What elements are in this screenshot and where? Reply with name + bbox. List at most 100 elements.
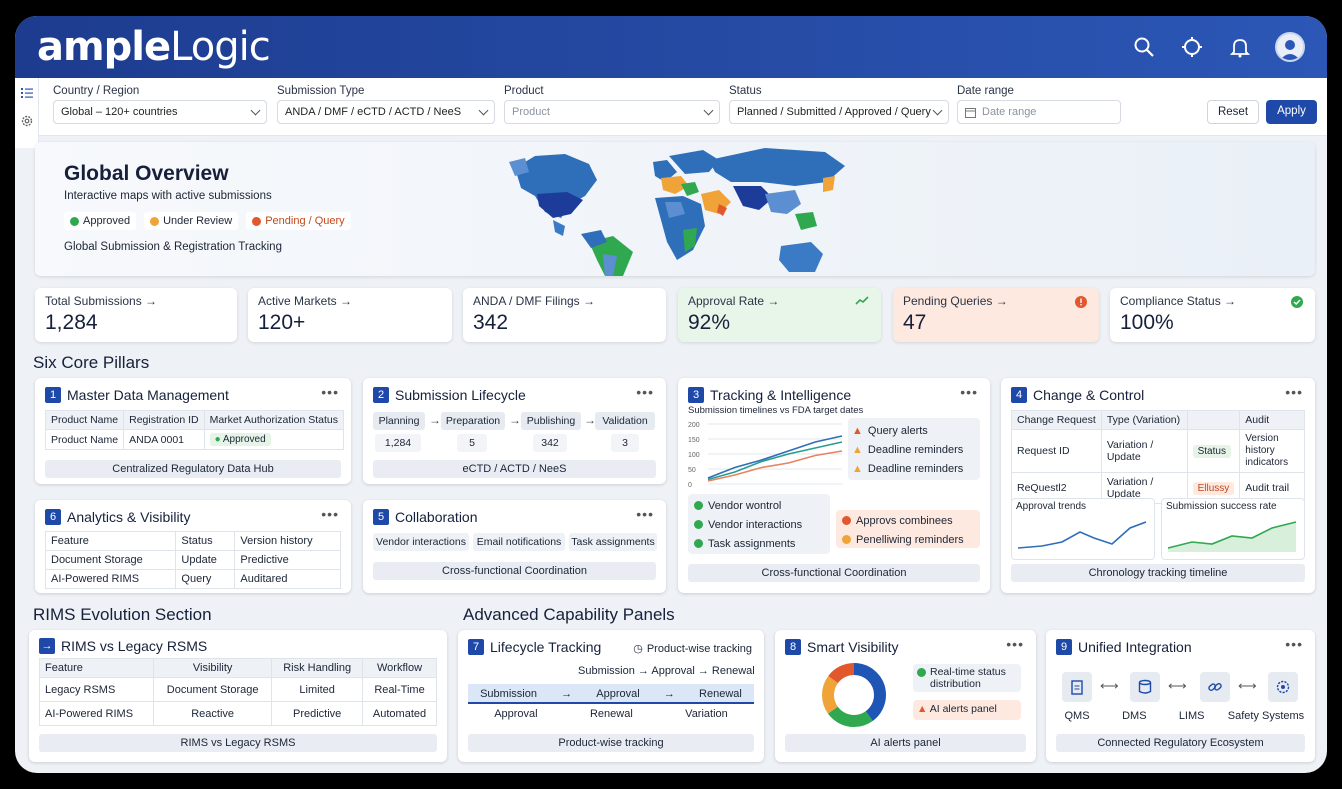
clipboard-icon[interactable] — [1062, 672, 1092, 702]
panel-footer: Product-wise tracking — [468, 734, 754, 752]
world-map[interactable] — [505, 142, 865, 276]
legend-approved[interactable]: Approved — [64, 212, 137, 230]
shield-gear-icon[interactable] — [1268, 672, 1298, 702]
more-options-icon[interactable]: ••• — [636, 506, 654, 522]
section-title-advanced: Advanced Capability Panels — [463, 605, 675, 624]
bell-icon[interactable] — [1227, 34, 1253, 60]
gear-icon[interactable] — [20, 114, 34, 128]
collab-tag[interactable]: Task assignments — [569, 533, 657, 551]
pillar-number: 6 — [45, 509, 61, 525]
status-select[interactable]: Planned / Submitted / Approved / Query — [729, 100, 949, 124]
donut-slice[interactable] — [822, 663, 886, 727]
more-options-icon[interactable]: ••• — [1285, 384, 1303, 400]
status-donut-chart[interactable] — [819, 660, 889, 730]
bell-icon: ▲ — [852, 462, 863, 475]
alert-item[interactable]: ▲ Deadline reminders — [852, 462, 964, 475]
timeline-line-chart[interactable]: 200 150 100 50 0 — [686, 420, 846, 490]
vendor-item[interactable]: Vendor wontrol — [694, 496, 824, 515]
database-icon[interactable] — [1130, 672, 1160, 702]
status-item[interactable]: Penelliwing reminders — [842, 530, 974, 549]
reset-button[interactable]: Reset — [1207, 100, 1259, 124]
kpi-pending-queries[interactable]: Pending Queries → 47 — [893, 288, 1099, 342]
link-icon[interactable] — [1200, 672, 1230, 702]
kpi-total-submissions[interactable]: Total Submissions → 1,284 — [35, 288, 237, 342]
vendor-item[interactable]: Task assignments — [694, 534, 824, 553]
system-label: LIMS — [1178, 710, 1205, 722]
legend-under-review[interactable]: Under Review — [144, 212, 239, 230]
pillar-title: Collaboration — [395, 509, 478, 525]
global-overview-panel: Global Overview Interactive maps with ac… — [35, 142, 1315, 276]
approval-trends-chart[interactable]: Approval trends — [1011, 498, 1155, 560]
status-item[interactable]: Approvs combinees — [842, 511, 974, 530]
more-options-icon[interactable]: ••• — [636, 384, 654, 400]
more-options-icon[interactable]: ••• — [960, 384, 978, 400]
donut-slice[interactable] — [822, 663, 886, 727]
alert-item[interactable]: ▲ Deadline reminders — [852, 443, 964, 456]
kpi-anda-dmf[interactable]: ANDA / DMF Filings → 342 — [463, 288, 666, 342]
product-select[interactable]: Product — [504, 100, 720, 124]
bidirectional-arrow-icon: ⟷ — [1100, 678, 1119, 693]
alert-icon — [252, 216, 262, 226]
legend-pending[interactable]: Pending / Query — [246, 212, 351, 230]
donut-slice[interactable] — [822, 663, 886, 727]
filter-product: Product Product — [504, 82, 720, 124]
list-icon[interactable] — [20, 86, 34, 100]
vendor-item[interactable]: Vendor interactions — [694, 515, 824, 534]
success-rate-chart[interactable]: Submission success rate — [1161, 498, 1305, 560]
kpi-value: 120+ — [258, 311, 306, 334]
submission-type-select[interactable]: ANDA / DMF / eCTD / ACTD / NeeS — [277, 100, 495, 124]
search-icon[interactable] — [1131, 34, 1157, 60]
alert-item[interactable]: ▲ Query alerts — [852, 424, 928, 437]
lifecycle-track[interactable]: Submission → Approval → Renewal — [468, 684, 754, 704]
series-line[interactable] — [707, 435, 843, 479]
mini-chart-title: Submission success rate — [1166, 501, 1277, 512]
series-line[interactable] — [707, 450, 843, 482]
panel-unified-integration: 9 Unified Integration ••• ⟷ ⟷ ⟷ QMS DMS L… — [1046, 630, 1315, 762]
panel-title: Smart Visibility — [807, 639, 899, 655]
clock-icon — [842, 535, 851, 544]
more-options-icon[interactable]: ••• — [1285, 636, 1303, 652]
panel-title: Lifecycle Tracking — [490, 639, 602, 655]
analytics-table: Feature Status Version history Document St… — [44, 531, 341, 589]
more-options-icon[interactable]: ••• — [321, 384, 339, 400]
country-select[interactable]: Global – 120+ countries — [53, 100, 267, 124]
more-options-icon[interactable]: ••• — [321, 506, 339, 522]
kpi-compliance-status[interactable]: Compliance Status → 100% — [1110, 288, 1315, 342]
flow-caption: Submission → Approval → Renewal — [578, 665, 755, 677]
app-logo[interactable]: ampleLogic — [37, 24, 271, 70]
stage-count: 3 — [611, 434, 639, 452]
date-range-input[interactable]: Date range — [957, 100, 1121, 124]
trend-up-icon — [855, 296, 869, 305]
kpi-label: Compliance Status → — [1120, 294, 1237, 308]
series-line[interactable] — [707, 441, 843, 481]
more-options-icon[interactable]: ••• — [1006, 636, 1024, 652]
target-icon[interactable] — [1179, 34, 1205, 60]
filter-label: Submission Type — [277, 85, 365, 97]
apply-button[interactable]: Apply — [1266, 100, 1317, 124]
panel-title: Unified Integration — [1078, 639, 1192, 655]
pillar-number: 4 — [1011, 387, 1027, 403]
stage-count: 1,284 — [375, 434, 421, 452]
ai-alerts-item[interactable]: ▲ AI alerts panel — [913, 700, 1021, 720]
kpi-approval-rate[interactable]: Approval Rate → 92% — [678, 288, 881, 342]
pillar-footer: Cross-functional Coordination — [373, 562, 656, 580]
pillar-number: 1 — [45, 387, 61, 403]
kpi-value: 342 — [473, 311, 509, 334]
warning-icon: ▲ — [852, 424, 863, 437]
filter-label: Product — [504, 85, 544, 97]
stage-label: Planning — [373, 412, 425, 430]
kpi-value: 47 — [903, 311, 927, 334]
kpi-active-markets[interactable]: Active Markets → 120+ — [248, 288, 452, 342]
product-wise-label: ◷ Product-wise tracking — [633, 642, 752, 656]
realtime-status-item[interactable]: Real-time status distribution — [913, 664, 1021, 692]
section-title-pillars: Six Core Pillars — [33, 353, 150, 372]
collab-tag[interactable]: Email notifications — [473, 533, 565, 551]
bidirectional-arrow-icon: ⟷ — [1238, 678, 1257, 693]
integration-labels: QMS DMS LIMS Safety Systems — [1052, 710, 1308, 722]
pillar-footer: Centralized Regulatory Data Hub — [45, 460, 341, 478]
pillar-title: Master Data Management — [67, 387, 229, 403]
filter-bar: Country / Region Global – 120+ countries… — [39, 78, 1327, 136]
user-avatar-icon[interactable] — [1275, 32, 1305, 62]
panel-number: 8 — [785, 639, 801, 655]
collab-tag[interactable]: Vendor interactions — [373, 533, 469, 551]
